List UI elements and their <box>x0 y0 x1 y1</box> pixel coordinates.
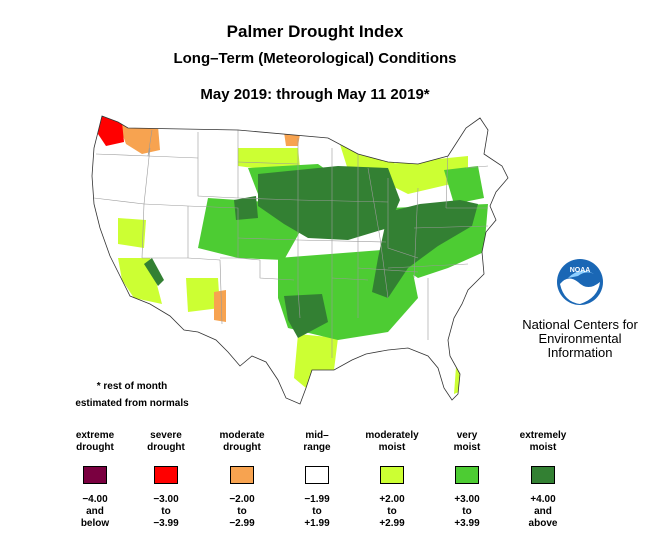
legend-range: to <box>161 506 171 517</box>
legend-item-extreme-drought: extreme drought −4.00 and below <box>50 430 140 530</box>
legend-item-very-moist: very moist +3.00 to +3.99 <box>422 430 512 530</box>
legend-swatch <box>531 466 555 484</box>
legend-swatch <box>305 466 329 484</box>
legend-label: drought <box>76 442 114 453</box>
footnote-line-1: * rest of month <box>96 381 168 392</box>
ncei-credit: National Centers for Environmental Infor… <box>520 318 640 360</box>
legend-label: drought <box>223 442 261 453</box>
legend-label: moderate <box>219 430 265 441</box>
noaa-logo: NOAA <box>557 259 603 305</box>
legend-label: moist <box>453 442 481 453</box>
state-boundaries <box>93 129 489 358</box>
map-subtitle: Long–Term (Meteorological) Conditions <box>173 50 457 67</box>
ncei-line-3: Information <box>547 345 613 360</box>
legend-range: −4.00 <box>82 494 108 505</box>
legend-label: moderately <box>365 430 419 441</box>
legend-item-moderate-drought: moderate drought −2.00 to −2.99 <box>197 430 287 530</box>
legend-range: to <box>387 506 397 517</box>
legend-label: drought <box>147 442 185 453</box>
legend-label: severe <box>150 430 182 441</box>
legend-range: to <box>462 506 472 517</box>
legend-item-moderately-moist: moderately moist +2.00 to +2.99 <box>347 430 437 530</box>
us-outline <box>91 115 509 405</box>
legend-range: −3.00 <box>153 494 179 505</box>
period-label: May 2019: through May 11 2019* <box>200 86 430 103</box>
legend-range: −2.99 <box>229 518 255 529</box>
legend-range: to <box>312 506 322 517</box>
legend-range: to <box>237 506 247 517</box>
legend-label: range <box>303 442 331 453</box>
legend-label: very <box>456 430 478 441</box>
map-title: Palmer Drought Index <box>226 22 404 41</box>
legend-range: −3.99 <box>153 518 179 529</box>
ncei-line-2: Environmental <box>538 331 622 346</box>
legend-label: moist <box>378 442 406 453</box>
footnote: * rest of month estimated from normals <box>62 378 202 412</box>
legend-swatch <box>455 466 479 484</box>
legend-range: above <box>528 518 558 529</box>
extremely-moist-areas <box>144 166 478 338</box>
legend-range: +1.99 <box>304 518 330 529</box>
legend-swatch <box>83 466 107 484</box>
legend-range: +2.00 <box>379 494 405 505</box>
legend-item-severe-drought: severe drought −3.00 to −3.99 <box>121 430 211 530</box>
legend-label: mid– <box>305 430 329 441</box>
legend-label: extremely <box>519 430 567 441</box>
legend-label: extreme <box>75 430 115 441</box>
legend-item-mid-range: mid– range −1.99 to +1.99 <box>272 430 362 530</box>
legend-range: +3.99 <box>454 518 480 529</box>
severe-drought-areas <box>98 116 124 146</box>
legend-range: +4.00 <box>530 494 556 505</box>
ncei-line-1: National Centers for <box>522 317 638 332</box>
legend-range: −1.99 <box>304 494 330 505</box>
legend-swatch <box>154 466 178 484</box>
legend-swatch <box>230 466 254 484</box>
legend-swatch <box>380 466 404 484</box>
legend-range: and <box>534 506 552 517</box>
legend-range: below <box>80 518 110 529</box>
us-drought-map <box>91 115 509 405</box>
legend-item-extremely-moist: extremely moist +4.00 and above <box>498 430 588 530</box>
noaa-logo-text: NOAA <box>570 267 591 274</box>
legend-label: moist <box>529 442 557 453</box>
legend-range: and <box>86 506 104 517</box>
legend-range: +3.00 <box>454 494 480 505</box>
footnote-line-2: estimated from normals <box>75 398 189 409</box>
legend-range: −2.00 <box>229 494 255 505</box>
legend-range: +2.99 <box>379 518 405 529</box>
